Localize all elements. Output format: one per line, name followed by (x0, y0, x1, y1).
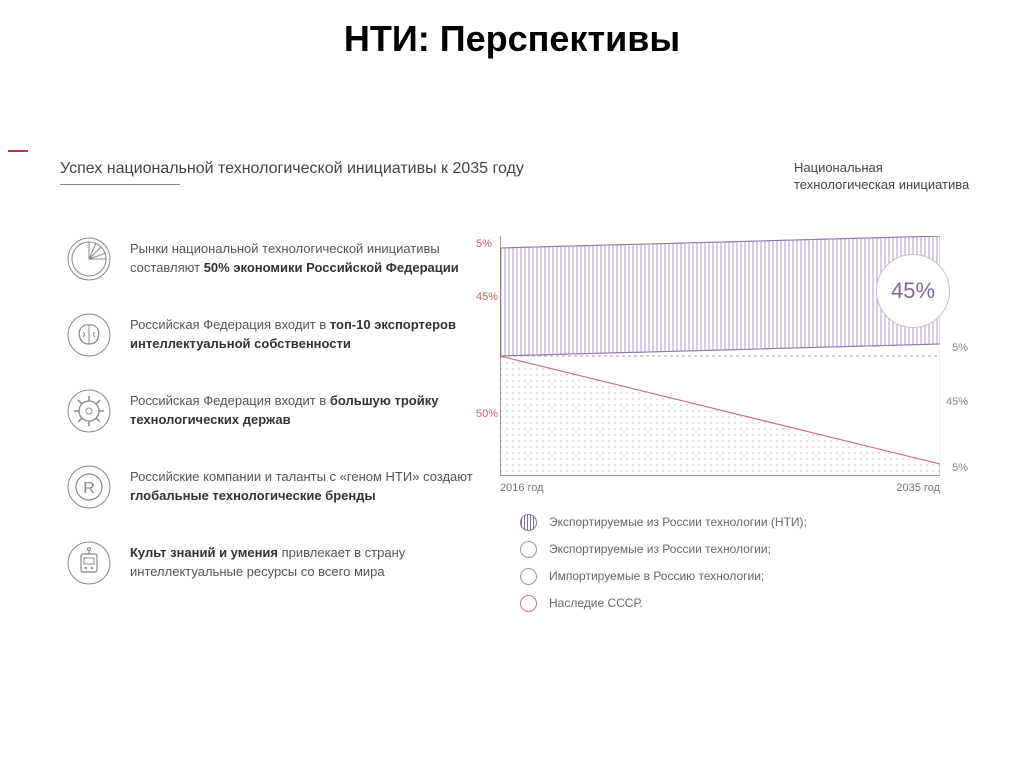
legend-label: Наследие СССР. (549, 596, 643, 610)
subtitle-row: Успех национальной технологической иници… (60, 160, 994, 206)
area-chart: 5% 45% 50% 5% 45% 5% 45% (500, 236, 940, 476)
chart-column: 5% 45% 50% 5% 45% 5% 45% 2016 год 2035 г… (500, 236, 994, 622)
legend-label: Импортируемые в Россию технологии; (549, 569, 764, 583)
bullet-text: Культ знаний и умения привлекает в стран… (130, 544, 480, 582)
legend-item-export: Экспортируемые из России технологии; (520, 541, 994, 558)
bullet-knowledge: Культ знаний и умения привлекает в стран… (60, 540, 480, 586)
txt-pre: Российская Федерация входит в (130, 317, 330, 332)
subtitle-left-wrap: Успех национальной технологической иници… (60, 160, 524, 185)
bullet-top10: Российская Федерация входит в топ-10 экс… (60, 312, 480, 358)
content-block: Успех национальной технологической иници… (60, 160, 994, 622)
bullet-text: Российская Федерация входит в большую тр… (130, 392, 480, 430)
legend-label: Экспортируемые из России технологии; (549, 542, 771, 556)
chart-badge: 45% (876, 254, 950, 328)
txt-bold: 50% экономики Российской Федерации (204, 260, 459, 275)
svg-text:R: R (83, 480, 95, 497)
chart-legend: Экспортируемые из России технологии (НТИ… (520, 514, 994, 612)
page-title: НТИ: Перспективы (0, 0, 1024, 60)
bullets-column: Рынки национальной технологической иници… (60, 236, 500, 622)
subtitle-right-1: Национальная (794, 160, 994, 177)
txt-bold: Культ знаний и умения (130, 545, 278, 560)
bullet-brands: R Российские компании и таланты с «геном… (60, 464, 480, 510)
bullet-text: Российская Федерация входит в топ-10 экс… (130, 316, 480, 354)
columns: Рынки национальной технологической иници… (60, 236, 994, 622)
legend-item-nti: Экспортируемые из России технологии (НТИ… (520, 514, 994, 531)
y-label-45-top: 45% (476, 291, 498, 303)
legend-item-import: Импортируемые в Россию технологии; (520, 568, 994, 585)
bullet-text: Российские компании и таланты с «геном Н… (130, 468, 480, 506)
txt-pre: Российская Федерация входит в (130, 393, 330, 408)
decorative-dash (8, 150, 28, 152)
bullet-text: Рынки национальной технологической иници… (130, 240, 480, 278)
txt-pre: Российские компании и таланты с «геном Н… (130, 469, 473, 484)
x-start: 2016 год (500, 482, 544, 494)
subtitle: Успех национальной технологической иници… (60, 160, 524, 178)
helm-icon (66, 388, 112, 434)
legend-swatch-empty-icon (520, 541, 537, 558)
x-end: 2035 год (896, 482, 940, 494)
brain-icon (66, 312, 112, 358)
bullet-big3: Российская Федерация входит в большую тр… (60, 388, 480, 434)
txt-bold: глобальные технологические бренды (130, 488, 376, 503)
subtitle-right-2: технологическая инициатива (794, 177, 994, 194)
legend-swatch-red-icon (520, 595, 537, 612)
pie-chart-icon (66, 236, 112, 282)
bullet-markets: Рынки национальной технологической иници… (60, 236, 480, 282)
subtitle-underline (60, 184, 180, 185)
legend-label: Экспортируемые из России технологии (НТИ… (549, 515, 807, 529)
legend-item-ussr: Наследие СССР. (520, 595, 994, 612)
robot-icon (66, 540, 112, 586)
y-label-r-5-top: 5% (952, 342, 968, 354)
y-label-r-45: 45% (946, 396, 968, 408)
subtitle-right: Национальная технологическая инициатива (794, 160, 994, 194)
legend-swatch-hatched-icon (520, 514, 537, 531)
registered-icon: R (66, 464, 112, 510)
y-label-r-5-bottom: 5% (952, 462, 968, 474)
y-label-5-top: 5% (476, 238, 492, 250)
x-axis-labels: 2016 год 2035 год (500, 482, 940, 494)
legend-swatch-empty-icon (520, 568, 537, 585)
y-label-50-bottom: 50% (476, 408, 498, 420)
